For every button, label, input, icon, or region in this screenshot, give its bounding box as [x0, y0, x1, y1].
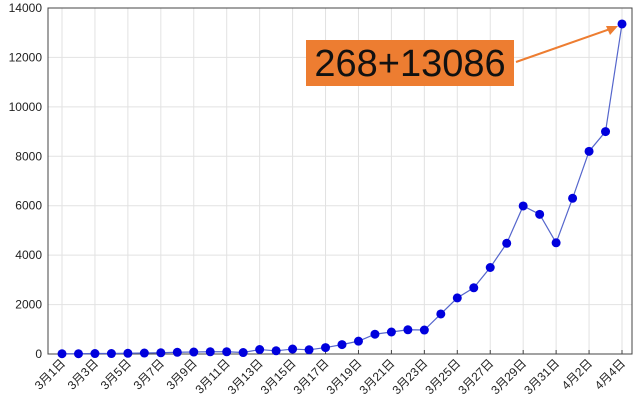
y-tick-label: 14000	[9, 1, 43, 15]
data-point	[123, 348, 133, 358]
data-point	[436, 309, 446, 319]
y-tick-label: 6000	[15, 199, 42, 213]
y-tick-label: 10000	[9, 100, 43, 114]
data-point	[205, 347, 215, 357]
data-point	[584, 146, 594, 156]
data-point	[452, 293, 462, 303]
y-tick-label: 12000	[9, 50, 43, 64]
data-point	[535, 209, 545, 219]
data-point	[321, 343, 331, 353]
x-tick-label: 3月21日	[356, 356, 397, 397]
data-point	[255, 345, 265, 355]
data-point	[139, 348, 149, 358]
arrow-head	[606, 25, 618, 35]
data-point	[386, 327, 396, 337]
data-point	[288, 344, 298, 354]
x-tick-label: 3月5日	[98, 356, 134, 392]
data-point	[73, 349, 83, 359]
data-point	[568, 193, 578, 203]
y-tick-label: 8000	[15, 149, 42, 163]
x-tick-label: 3月31日	[521, 356, 562, 397]
data-point	[337, 340, 347, 350]
data-point	[601, 127, 611, 137]
data-point	[518, 201, 528, 211]
x-tick-label: 3月29日	[488, 356, 529, 397]
data-point	[106, 349, 116, 359]
data-point	[370, 329, 380, 339]
data-point	[271, 346, 281, 356]
data-point	[304, 345, 314, 355]
data-point	[502, 238, 512, 248]
x-tick-label: 3月17日	[291, 356, 332, 397]
data-point	[222, 347, 232, 357]
x-tick-label: 3月13日	[225, 356, 266, 397]
y-tick-label: 4000	[15, 248, 42, 262]
data-point	[353, 336, 363, 346]
x-tick-label: 3月7日	[131, 356, 167, 392]
data-point	[90, 349, 100, 359]
y-tick-label: 2000	[15, 298, 42, 312]
data-point	[57, 349, 67, 359]
data-point	[469, 283, 479, 293]
annotation-box	[306, 40, 514, 86]
x-tick-label: 4月2日	[559, 356, 595, 392]
data-point	[156, 348, 166, 358]
annotation-text: 268+13086	[314, 43, 505, 85]
data-point	[172, 347, 182, 357]
x-tick-label: 3月1日	[32, 356, 68, 392]
data-point	[189, 347, 199, 357]
data-point	[551, 238, 561, 248]
y-tick-label: 0	[35, 347, 42, 361]
data-point	[238, 348, 248, 358]
x-tick-label: 3月25日	[422, 356, 463, 397]
annotation-arrow	[515, 26, 617, 63]
plot-frame	[47, 7, 633, 355]
data-point	[485, 263, 495, 272]
x-tick-label: 3月15日	[258, 356, 299, 397]
x-tick-label: 3月19日	[324, 356, 365, 397]
data-point	[403, 325, 413, 335]
x-tick-label: 4月4日	[592, 356, 628, 392]
data-point	[419, 325, 429, 335]
x-tick-label: 3月3日	[65, 356, 101, 392]
x-tick-label: 3月27日	[455, 356, 496, 397]
data-point	[617, 19, 627, 29]
x-tick-label: 3月23日	[389, 356, 430, 397]
